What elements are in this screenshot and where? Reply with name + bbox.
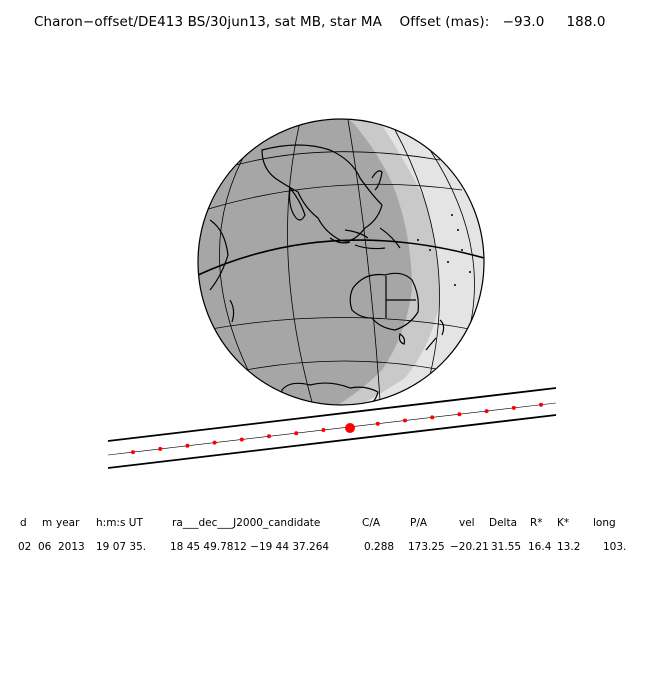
shadow-path-center-line: [107, 402, 557, 456]
value-day: 02: [18, 541, 32, 553]
track-dot: [375, 421, 380, 426]
track-dot: [511, 405, 516, 410]
header-radec: ra___dec___J2000_candidate: [172, 517, 321, 529]
track-dot: [239, 437, 244, 442]
night-zone: [198, 119, 412, 405]
track-dot: [158, 446, 163, 451]
value-radec: 18 45 49.7812 −19 44 37.264: [170, 541, 330, 553]
chart-title: Charon−offset/DE413 BS/30jun13, sat MB, …: [34, 14, 606, 30]
occultation-map: [107, 118, 557, 469]
track-dot: [321, 428, 326, 432]
value-year: 2013: [58, 541, 85, 553]
value-ca: 0.288: [364, 541, 395, 553]
title-text: Charon−offset/DE413 BS/30jun13, sat MB, …: [34, 14, 382, 30]
value-delta: 31.55: [491, 541, 522, 553]
header-long: long: [593, 517, 616, 529]
track-dot: [457, 412, 462, 417]
track-dot: [212, 440, 217, 445]
offset-label: Offset (mas):: [399, 14, 490, 30]
track-dot: [131, 450, 135, 455]
table-row: 02 06 2013 19 07 35. 18 45 49.7812 −19 4…: [0, 541, 626, 697]
track-dot: [185, 443, 190, 448]
shadow-path-north-limit: [107, 387, 557, 442]
value-vel: −20.21: [450, 541, 489, 553]
track-dot: [484, 409, 489, 414]
value-time: 19 07 35.: [96, 541, 147, 553]
offset-x-value: −93.0: [502, 14, 545, 30]
header-day: d: [20, 517, 27, 529]
header-kstar: K*: [557, 517, 570, 529]
track-dot: [294, 431, 299, 436]
offset-y-value: 188.0: [566, 14, 606, 30]
track-dot: [267, 434, 271, 439]
header-ca: C/A: [362, 517, 381, 529]
header-delta: Delta: [489, 517, 518, 529]
header-rstar: R*: [530, 517, 543, 529]
islands: [417, 214, 471, 286]
header-year: year: [56, 517, 80, 529]
value-rstar: 16.4: [528, 541, 552, 553]
coastlines: [209, 144, 445, 405]
table-header: d m year h:m:s UT ra___dec___J2000_candi…: [0, 517, 616, 673]
value-pa: 173.25: [408, 541, 445, 553]
track-dot: [539, 402, 543, 407]
header-month: m: [42, 517, 53, 529]
globe-outline: [197, 118, 485, 406]
track-dot: [430, 415, 435, 420]
header-time: h:m:s UT: [96, 517, 143, 529]
value-kstar: 13.2: [557, 541, 581, 553]
parallels: [204, 151, 476, 373]
header-vel: vel: [459, 517, 475, 529]
closest-approach-dot: [345, 423, 355, 433]
header-pa: P/A: [410, 517, 428, 529]
shadow-path-south-limit: [107, 414, 557, 469]
value-long: 103.: [603, 541, 627, 553]
value-month: 06: [38, 541, 52, 553]
track-dot: [403, 418, 407, 423]
